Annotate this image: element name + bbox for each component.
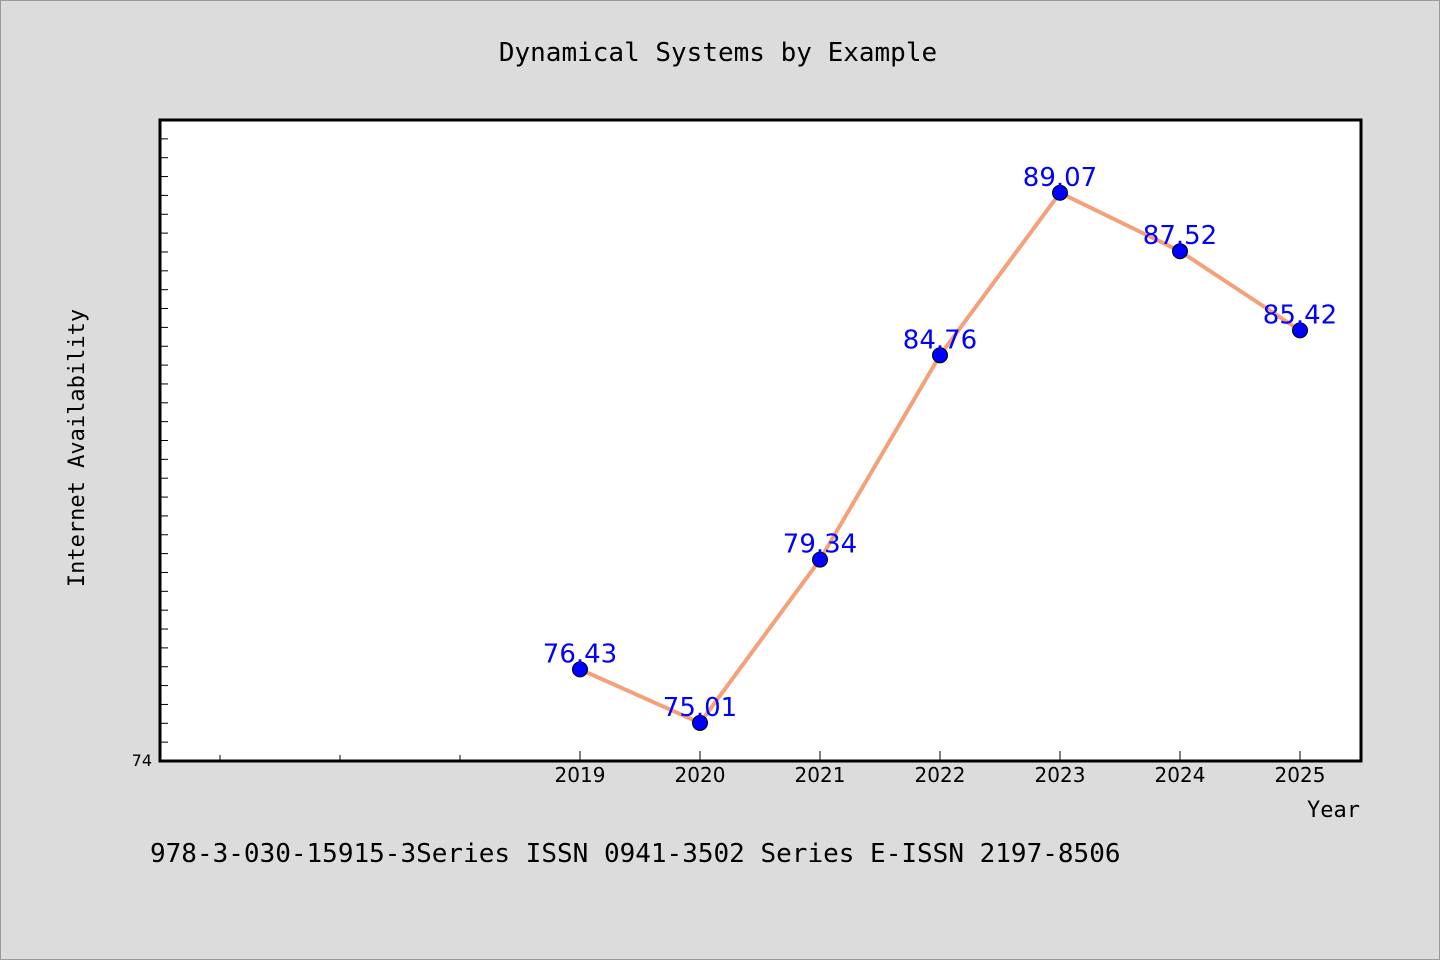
series-line-segment — [818, 353, 942, 562]
series-line-segment — [1058, 190, 1182, 254]
footer-isbn-text: 978-3-030-15915-3Series ISSN 0941-3502 S… — [150, 839, 1121, 869]
x-axis-label: Year — [1307, 798, 1360, 823]
data-point-marker — [572, 661, 588, 678]
y-tick-label: 74 — [132, 751, 152, 770]
series-line-segment — [578, 667, 702, 725]
data-point-marker — [1052, 184, 1068, 201]
data-labels: 76.43 75.01 79.34 84.76 89.07 87.52 85.42 — [543, 163, 1337, 723]
series-line-segment — [938, 190, 1062, 358]
series-line-segment — [698, 557, 822, 725]
x-tick-label: 2022 — [915, 763, 966, 787]
x-tick-label: 2020 — [675, 763, 726, 787]
plot-area — [158, 118, 1363, 763]
x-tick-label: 2023 — [1035, 763, 1086, 787]
x-tick-label: 2025 — [1275, 763, 1326, 787]
data-point-marker — [1292, 322, 1308, 339]
series-line-segment — [1178, 249, 1302, 333]
data-label: 84.76 — [903, 325, 977, 355]
x-axis-ticks — [219, 751, 1301, 761]
chart-title: Dynamical Systems by Example — [499, 38, 937, 68]
data-label: 89.07 — [1023, 163, 1097, 193]
series-markers — [572, 184, 1308, 731]
data-label: 76.43 — [543, 639, 617, 669]
data-label: 87.52 — [1143, 221, 1217, 251]
data-point-marker — [812, 551, 828, 568]
data-label: 79.34 — [783, 530, 857, 560]
x-tick-label: 2021 — [795, 763, 846, 787]
x-tick-label: 2024 — [1155, 763, 1206, 787]
series-line — [578, 190, 1302, 725]
data-label: 75.01 — [663, 693, 737, 723]
data-label: 85.42 — [1263, 300, 1337, 330]
x-axis-tick-labels: 2019 2020 2021 2022 2023 2024 2025 — [555, 763, 1326, 787]
x-tick-label: 2019 — [555, 763, 606, 787]
data-point-marker — [692, 714, 708, 731]
y-axis-label: Internet Availability — [65, 309, 90, 587]
y-axis-ticks — [160, 138, 168, 743]
data-point-marker — [1172, 243, 1188, 260]
data-point-marker — [932, 347, 948, 364]
